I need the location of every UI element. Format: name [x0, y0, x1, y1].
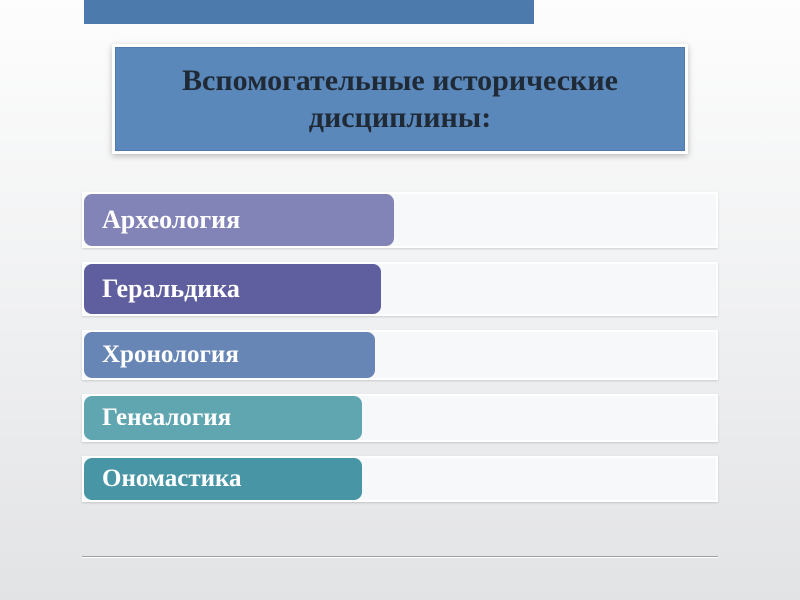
- list-item-label: Геральдика: [102, 274, 240, 304]
- list-item: Геральдика: [82, 262, 718, 316]
- list-item: Хронология: [82, 330, 718, 380]
- title-box: Вспомогательные исторические дисциплины:: [112, 44, 688, 154]
- list-item: Ономастика: [82, 456, 718, 502]
- items-list: Археология Геральдика Хронология Генеалогия…: [82, 178, 718, 502]
- list-item-pill: Хронология: [84, 332, 375, 378]
- list-item-pill: Геральдика: [84, 264, 381, 314]
- list-item-pill: Археология: [84, 194, 394, 246]
- list-item-label: Ономастика: [102, 465, 242, 493]
- list-item-label: Хронология: [102, 341, 239, 369]
- decorative-top-bar: [84, 0, 534, 24]
- list-item-pill: Ономастика: [84, 458, 362, 500]
- title-text: Вспомогательные исторические дисциплины:: [135, 62, 665, 137]
- bottom-divider: [82, 556, 718, 558]
- list-item-label: Генеалогия: [102, 404, 231, 432]
- list-item: Археология: [82, 192, 718, 248]
- list-item-pill: Генеалогия: [84, 396, 362, 440]
- list-item-label: Археология: [102, 205, 240, 235]
- list-item: Генеалогия: [82, 394, 718, 442]
